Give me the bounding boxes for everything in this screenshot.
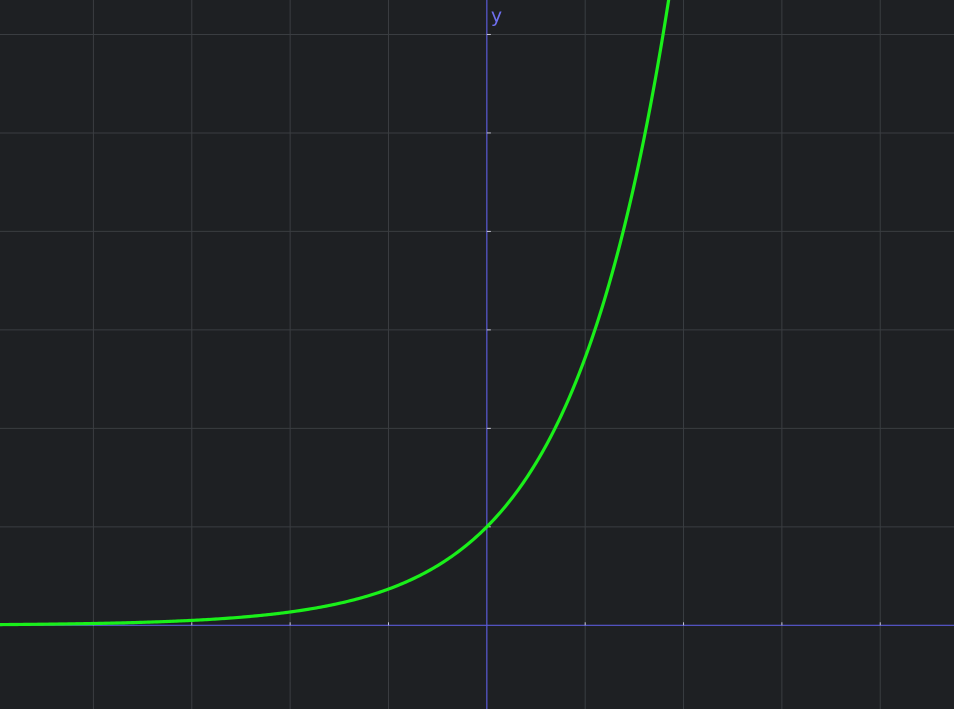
- y-axis-label: y: [491, 5, 502, 27]
- series-group: [0, 0, 671, 627]
- exponential-curve: [0, 0, 671, 627]
